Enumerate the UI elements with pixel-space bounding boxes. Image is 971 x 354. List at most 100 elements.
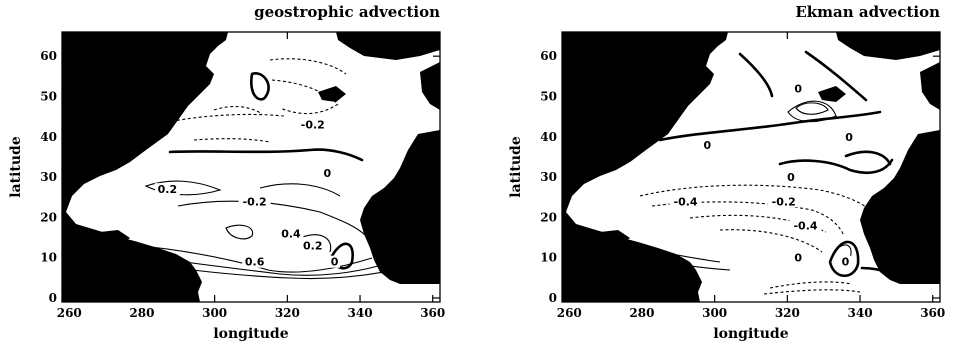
y-tick-label: 20 <box>540 210 557 224</box>
contour-negative <box>639 184 881 221</box>
contour-label: 0.2 <box>303 240 323 253</box>
contour-positive <box>141 263 385 280</box>
contour-zero-line <box>804 50 868 102</box>
y-axis-label: latitude <box>508 136 524 198</box>
x-tick-label: 280 <box>129 306 154 320</box>
contour-label-bg <box>789 219 822 232</box>
contour-label-bg <box>767 195 800 208</box>
chart-title: Ekman advection <box>795 3 940 21</box>
y-tick-label: 60 <box>540 49 557 63</box>
x-axis-label: longitude <box>213 326 288 342</box>
land-americas <box>62 32 228 302</box>
contour-negative <box>719 229 823 253</box>
land-greenland <box>836 32 940 60</box>
contour-lines <box>611 50 898 295</box>
contour-positive <box>795 102 829 115</box>
contour-positive <box>127 253 379 276</box>
contour-positive <box>259 183 341 197</box>
contour-label: -0.4 <box>793 219 817 232</box>
y-tick-label: 30 <box>540 170 557 184</box>
contour-zero-line <box>860 266 898 278</box>
contour-label: 0 <box>323 167 331 180</box>
land-iceland <box>318 86 346 102</box>
contour-lines <box>119 58 385 284</box>
panel-ekman: Ekman advection <box>508 3 945 342</box>
land-mask <box>62 32 440 302</box>
x-tick-label: 280 <box>629 306 654 320</box>
contour-positive <box>787 100 837 123</box>
y-axis-label: latitude <box>8 136 24 198</box>
contour-zero-line <box>138 273 202 284</box>
contour-zero-line <box>844 150 892 166</box>
land-iceland <box>818 86 846 102</box>
contour-label-bg <box>701 138 713 151</box>
contour-label: 0.6 <box>245 256 265 269</box>
contour-label-bg <box>792 82 804 95</box>
contour-zero-line <box>249 72 270 101</box>
contour-label-bg <box>321 167 333 180</box>
contour-negative <box>269 58 347 75</box>
contour-positive <box>835 244 852 259</box>
y-tick-label: 20 <box>40 210 57 224</box>
contour-zero-line <box>658 110 882 142</box>
contour-negative <box>763 289 861 295</box>
axes: 260 280 300 320 340 360 0 10 20 30 40 50 60 <box>540 32 945 320</box>
contour-label-bg <box>669 195 702 208</box>
y-tick-label: 40 <box>540 130 557 144</box>
contour-positive <box>225 224 254 240</box>
chart-title: geostrophic advection <box>254 3 440 21</box>
contour-labels: -0.200.2-0.20.40.200.6 <box>154 118 341 269</box>
contour-label: 0 <box>704 139 712 152</box>
x-tick-label: 300 <box>702 306 727 320</box>
contour-zero-line <box>738 52 774 98</box>
contour-negative <box>689 214 827 233</box>
contour-label-bg <box>238 195 271 208</box>
x-tick-label: 320 <box>275 306 300 320</box>
y-tick-label: 50 <box>40 89 57 103</box>
contour-negative <box>213 105 263 115</box>
contour-positive <box>619 253 731 271</box>
contour-label: -0.2 <box>243 195 267 208</box>
contour-label-bg <box>329 255 341 268</box>
x-axis-label: longitude <box>713 326 788 342</box>
land-europe-africa <box>860 130 940 284</box>
contour-label: 0 <box>845 131 853 144</box>
contour-label: -0.4 <box>674 195 698 208</box>
contour-labels: 0 0 0 0 -0.4 -0.2 -0.4 0 0 <box>669 82 855 269</box>
y-tick-label: 10 <box>540 251 557 265</box>
land-europe-africa <box>360 130 440 284</box>
contour-negative <box>651 201 845 237</box>
y-tick-label: 30 <box>40 170 57 184</box>
contour-label: 0.4 <box>281 227 301 240</box>
x-tick-label: 340 <box>348 306 373 320</box>
contour-label: 0 <box>331 256 339 269</box>
land-caribbean-east <box>600 230 630 246</box>
axes: 260 280 300 320 340 360 0 10 20 30 40 50 60 <box>40 32 445 320</box>
contour-label: 0.2 <box>158 183 178 196</box>
y-tick-label: 0 <box>49 291 57 305</box>
plot-frame <box>61 31 441 303</box>
contour-positive <box>611 241 721 263</box>
x-tick-label: 340 <box>848 306 873 320</box>
land-scandinavia <box>920 62 940 110</box>
contour-zero-line <box>778 158 894 174</box>
contour-label-bg <box>300 239 326 252</box>
contour-label-bg <box>154 183 180 196</box>
contour-label: 0 <box>794 82 802 95</box>
contour-label-bg <box>843 130 855 143</box>
x-tick-label: 300 <box>202 306 227 320</box>
land-mask <box>562 32 940 302</box>
contour-zero-line <box>168 148 364 162</box>
contour-label: -0.2 <box>772 195 796 208</box>
land-scandinavia <box>420 62 440 110</box>
land-caribbean-east <box>100 230 130 246</box>
contour-label-bg <box>278 227 304 240</box>
contour-label: -0.2 <box>301 119 325 132</box>
x-tick-label: 260 <box>557 306 582 320</box>
contour-negative <box>193 138 271 143</box>
contour-label-bg <box>296 118 329 131</box>
contour-negative <box>769 281 853 289</box>
y-tick-label: 60 <box>40 49 57 63</box>
contour-label-bg <box>785 171 797 184</box>
